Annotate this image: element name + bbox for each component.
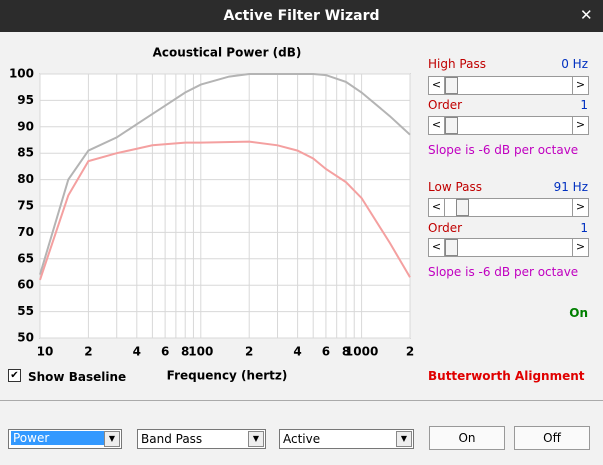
y-tick-label: 70 <box>17 225 34 239</box>
x-tick-label: 2 <box>84 345 92 359</box>
dropdown[interactable]: Active ▼ <box>279 429 414 449</box>
x-tick-label: 8 <box>181 345 189 359</box>
chart-title: Acoustical Power (dB) <box>153 46 302 60</box>
high-pass-slider[interactable]: < > <box>428 76 589 95</box>
high-pass-value: 0 Hz <box>561 57 588 71</box>
y-tick-label: 95 <box>17 93 34 107</box>
x-tick-label: 100 <box>188 345 213 359</box>
dropdown-text: Band Pass <box>141 432 203 446</box>
series-line <box>39 73 411 275</box>
dropdown-text: Active <box>283 432 321 446</box>
button[interactable]: On <box>429 426 505 450</box>
dropdown[interactable]: Power ▼ <box>8 429 122 449</box>
low-pass-order-slider[interactable]: < > <box>428 238 589 257</box>
close-button[interactable]: ✕ <box>580 6 593 24</box>
button[interactable]: Off <box>514 426 590 450</box>
chart: Acoustical Power (dB) Frequency (hertz) … <box>9 46 414 383</box>
dropdown[interactable]: Band Pass ▼ <box>137 429 266 449</box>
y-tick-label: 80 <box>17 172 34 186</box>
x-tick-label: 6 <box>161 345 169 359</box>
title-bar: Active Filter Wizard ✕ <box>0 0 603 32</box>
alignment: Butterworth Alignment <box>428 369 585 383</box>
checkbox-label[interactable]: Show Baseline <box>28 370 127 384</box>
high-pass-label: High Pass <box>428 57 486 71</box>
low-pass-value: 91 Hz <box>553 180 588 194</box>
y-tick-label: 90 <box>17 119 34 133</box>
checkbox[interactable]: ✔ <box>8 369 21 382</box>
x-tick-label: 1000 <box>345 345 378 359</box>
x-tick-label: 2 <box>245 345 253 359</box>
y-tick-label: 100 <box>9 67 34 81</box>
high-pass-order: 1 <box>580 98 588 112</box>
y-tick-label: 50 <box>17 331 34 345</box>
y-tick-label: 60 <box>17 278 34 292</box>
x-axis-label: Frequency (hertz) <box>167 369 288 383</box>
high-pass-slope: Slope is -6 dB per octave <box>428 143 579 157</box>
low-pass-order: 1 <box>580 221 588 235</box>
y-tick-label: 85 <box>17 146 34 160</box>
window-title: Active Filter Wizard <box>223 8 380 24</box>
y-tick-label: 75 <box>17 199 34 213</box>
x-tick-label: 10 <box>37 345 54 359</box>
low-pass-slider[interactable]: < > <box>428 198 589 217</box>
x-tick-label: 2 <box>406 345 414 359</box>
low-pass-label: Low Pass <box>428 180 482 194</box>
high-pass-order-label: Order <box>428 98 463 112</box>
separator <box>0 400 603 401</box>
low-pass-slope: Slope is -6 dB per octave <box>428 265 579 279</box>
dropdown-text: Power <box>11 431 105 445</box>
x-tick-label: 6 <box>322 345 330 359</box>
y-tick-label: 55 <box>17 304 34 318</box>
high-pass-order-slider[interactable]: < > <box>428 116 589 135</box>
low-pass-order-label: Order <box>428 221 463 235</box>
x-tick-label: 4 <box>293 345 301 359</box>
x-tick-label: 8 <box>342 345 350 359</box>
status: On <box>569 306 588 320</box>
series-line <box>39 140 411 281</box>
x-tick-label: 4 <box>133 345 141 359</box>
y-tick-label: 65 <box>17 251 34 265</box>
